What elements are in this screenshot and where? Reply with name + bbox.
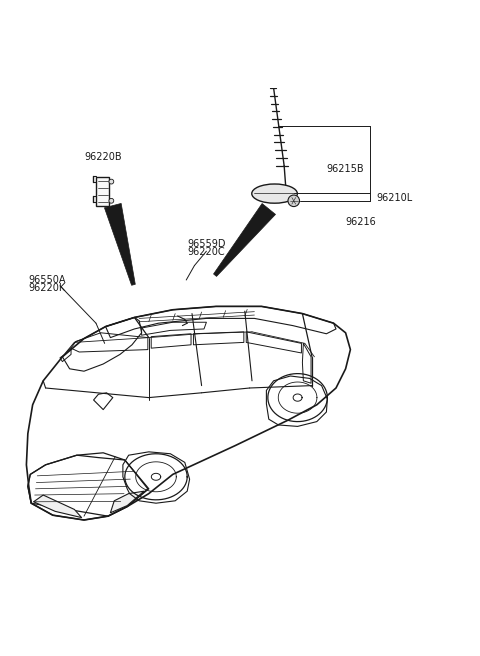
Text: 96210L: 96210L [377,194,413,203]
Text: 96215B: 96215B [326,165,364,174]
Circle shape [109,198,114,203]
Text: 96550A: 96550A [29,275,66,285]
Circle shape [109,179,114,184]
Text: 96220K: 96220K [29,283,66,293]
Polygon shape [214,203,276,276]
Ellipse shape [252,184,298,203]
Text: 96220B: 96220B [84,152,121,163]
Text: 96559D: 96559D [187,239,226,249]
Polygon shape [34,495,82,518]
FancyBboxPatch shape [96,177,109,205]
Polygon shape [110,491,144,513]
Text: 96220C: 96220C [187,247,225,257]
Polygon shape [105,203,135,285]
Text: 96216: 96216 [346,217,376,227]
Circle shape [288,195,300,207]
